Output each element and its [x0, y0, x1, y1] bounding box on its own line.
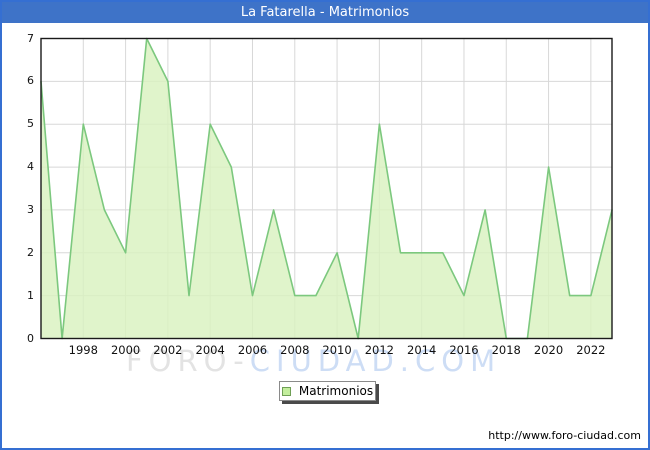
- x-tick-label: 2002: [153, 343, 183, 357]
- legend-label: Matrimonios: [298, 384, 374, 398]
- x-tick-label: 2014: [407, 343, 437, 357]
- y-tick-label: 5: [27, 117, 34, 131]
- y-tick-label: 2: [27, 245, 34, 259]
- y-tick-label: 0: [27, 331, 34, 345]
- y-tick-label: 3: [27, 202, 34, 216]
- x-tick-label: 2016: [449, 343, 479, 357]
- x-tick-label: 1998: [68, 343, 98, 357]
- footer-url: http://www.foro-ciudad.com: [488, 429, 641, 442]
- x-tick-label: 2000: [110, 343, 141, 357]
- x-tick-label: 2008: [280, 343, 310, 357]
- y-tick-label: 4: [27, 160, 34, 174]
- y-tick-label: 7: [27, 31, 34, 45]
- x-tick-label: 2010: [322, 343, 352, 357]
- watermark: FORO-CIUDAD.COM: [126, 344, 501, 378]
- y-tick-label: 1: [27, 288, 34, 302]
- x-tick-label: 2018: [491, 343, 521, 357]
- area-fill: [41, 38, 612, 339]
- x-tick-label: 2012: [364, 343, 394, 357]
- x-tick-label: 2006: [237, 343, 268, 357]
- x-tick-label: 2020: [533, 343, 564, 357]
- watermark-part2: CIUDAD.COM: [249, 344, 502, 378]
- legend: Matrimonios: [279, 381, 376, 401]
- x-tick-label: 2022: [576, 343, 606, 357]
- y-tick-label: 6: [27, 74, 34, 88]
- page-title: La Fatarella - Matrimonios: [2, 2, 648, 23]
- legend-color-swatch: [281, 386, 291, 396]
- plot-border: [40, 37, 613, 340]
- watermark-part1: FORO-: [126, 344, 250, 378]
- x-tick-label: 2004: [195, 343, 225, 357]
